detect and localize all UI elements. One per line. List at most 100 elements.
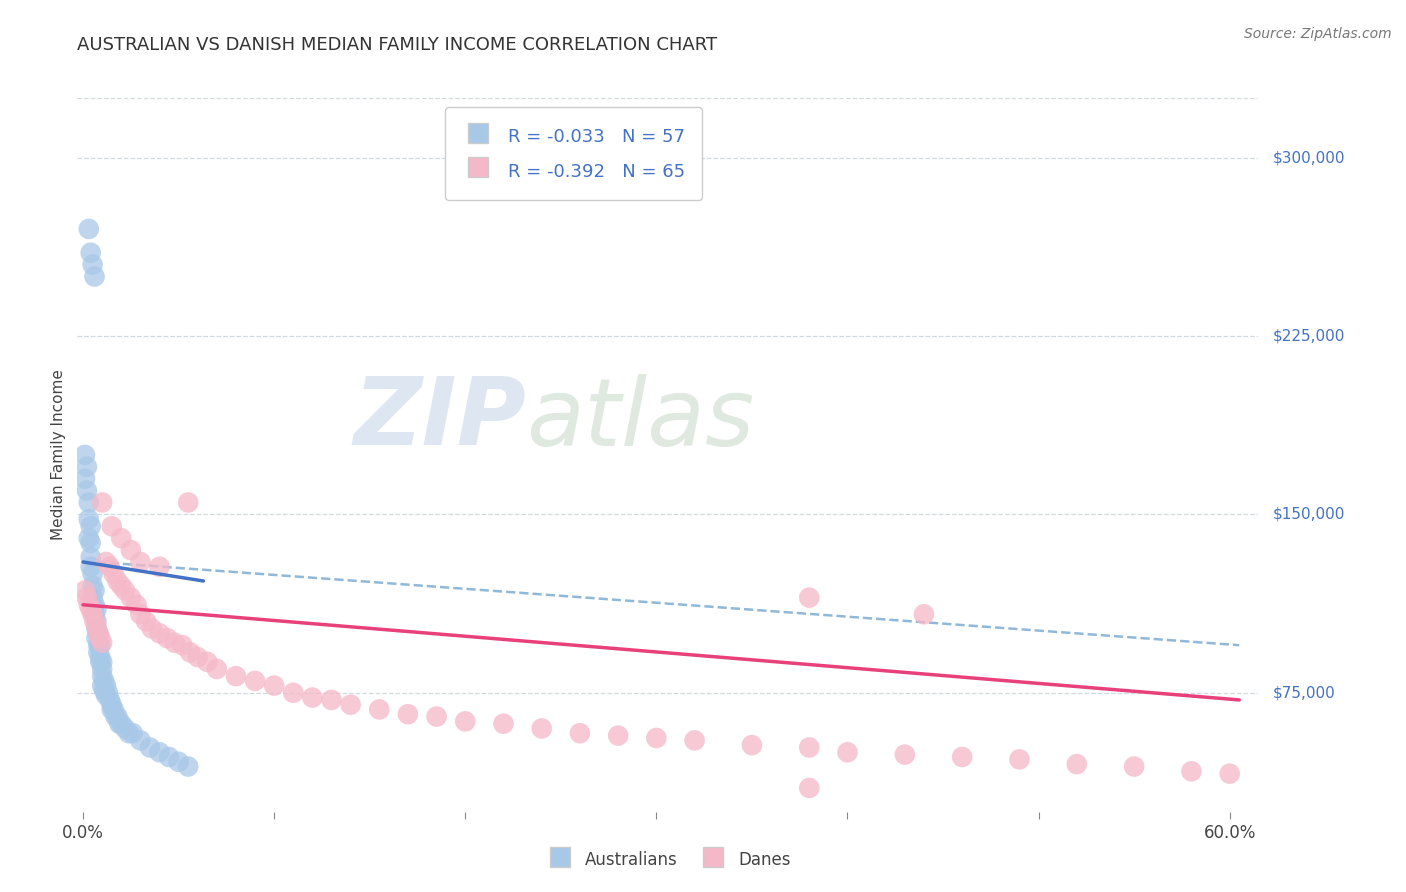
Point: [89, 650, 111, 665]
Point: [94, 555, 117, 569]
Text: $150,000: $150,000: [1272, 507, 1344, 522]
Point: [87, 626, 110, 640]
Point: [177, 759, 200, 773]
Point: [799, 780, 821, 795]
Point: [87, 645, 110, 659]
Point: [950, 750, 973, 764]
Point: [100, 519, 122, 533]
Point: [94, 688, 117, 702]
Point: [104, 709, 127, 723]
Point: [80, 519, 103, 533]
Point: [100, 698, 122, 712]
Point: [135, 615, 157, 629]
Point: [107, 709, 129, 723]
Point: [225, 669, 247, 683]
Point: [89, 655, 111, 669]
Point: [73, 448, 96, 462]
Point: [156, 631, 179, 645]
Point: [86, 602, 108, 616]
Point: [120, 543, 142, 558]
Point: [76, 483, 98, 498]
Point: [91, 495, 114, 509]
Point: [83, 583, 105, 598]
Point: [77, 222, 100, 236]
Point: [103, 566, 125, 581]
Point: [172, 638, 194, 652]
Point: [83, 607, 105, 622]
Point: [396, 707, 419, 722]
Point: [148, 626, 170, 640]
Point: [110, 579, 132, 593]
Point: [263, 679, 285, 693]
Point: [77, 598, 100, 612]
Point: [799, 740, 821, 755]
Point: [91, 679, 114, 693]
Point: [77, 495, 100, 509]
Point: [129, 733, 152, 747]
Point: [80, 550, 103, 565]
Point: [426, 709, 449, 723]
Point: [98, 559, 121, 574]
Point: [82, 591, 104, 605]
Point: [87, 626, 110, 640]
Point: [157, 750, 180, 764]
Point: [125, 598, 148, 612]
Point: [645, 731, 668, 745]
Point: [91, 655, 114, 669]
Point: [89, 638, 111, 652]
Point: [492, 716, 515, 731]
Point: [912, 607, 935, 622]
Point: [89, 631, 111, 645]
Point: [91, 662, 114, 676]
Point: [83, 598, 105, 612]
Point: [76, 459, 98, 474]
Point: [108, 716, 131, 731]
Point: [86, 619, 108, 633]
Point: [301, 690, 323, 705]
Point: [368, 702, 391, 716]
Point: [82, 566, 104, 581]
Point: [607, 729, 630, 743]
Point: [86, 631, 108, 645]
Point: [110, 716, 132, 731]
Point: [76, 591, 98, 605]
Point: [82, 258, 104, 272]
Text: $225,000: $225,000: [1272, 328, 1344, 343]
Point: [103, 702, 125, 716]
Point: [87, 638, 110, 652]
Point: [1008, 752, 1031, 766]
Text: Source: ZipAtlas.com: Source: ZipAtlas.com: [1244, 27, 1392, 41]
Point: [187, 650, 209, 665]
Point: [167, 755, 190, 769]
Point: [1180, 764, 1202, 779]
Point: [121, 726, 143, 740]
Text: AUSTRALIAN VS DANISH MEDIAN FAMILY INCOME CORRELATION CHART: AUSTRALIAN VS DANISH MEDIAN FAMILY INCOM…: [77, 36, 717, 54]
Point: [83, 615, 105, 629]
Text: $75,000: $75,000: [1272, 685, 1336, 700]
Point: [110, 531, 132, 545]
Point: [129, 607, 152, 622]
Point: [118, 726, 141, 740]
Point: [120, 591, 142, 605]
Point: [114, 722, 136, 736]
Point: [179, 645, 201, 659]
Point: [82, 579, 104, 593]
Point: [91, 636, 114, 650]
Legend: Australians, Danes: Australians, Danes: [538, 841, 797, 879]
Point: [1219, 766, 1241, 780]
Point: [97, 686, 120, 700]
Point: [683, 733, 706, 747]
Point: [568, 726, 591, 740]
Point: [741, 738, 763, 752]
Text: ZIP: ZIP: [353, 373, 526, 466]
Point: [73, 583, 96, 598]
Point: [107, 574, 129, 588]
Point: [141, 622, 163, 636]
Point: [837, 745, 859, 759]
Point: [93, 683, 115, 698]
Point: [243, 673, 266, 688]
Point: [82, 607, 104, 622]
Point: [1066, 757, 1088, 772]
Point: [530, 722, 553, 736]
Point: [177, 495, 200, 509]
